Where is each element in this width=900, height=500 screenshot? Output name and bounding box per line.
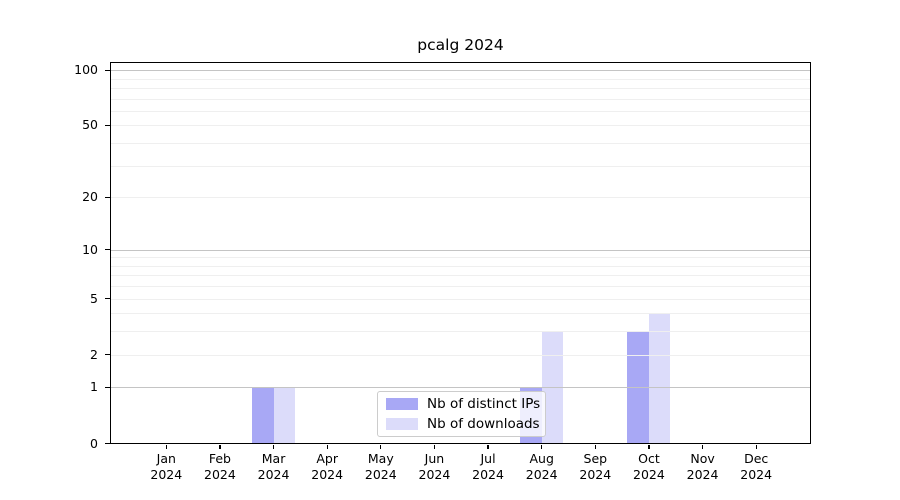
x-tick-label-dec: Dec 2024 (724, 451, 788, 482)
y-tick-mark (104, 354, 110, 356)
x-label-year: 2024 (311, 466, 344, 482)
x-label-month: Nov (690, 451, 715, 466)
y-tick-mark (104, 196, 110, 198)
gridline-minor (111, 298, 810, 300)
x-tick-mark (433, 444, 436, 450)
x-label-month: Oct (638, 451, 660, 466)
y-tick-label-100: 100 (74, 62, 98, 78)
x-label-month: Jan (156, 451, 176, 466)
x-label-month: Aug (529, 451, 554, 466)
x-label-year: 2024 (525, 466, 558, 482)
x-label-year: 2024 (472, 466, 504, 482)
x-label-month: Mar (261, 451, 286, 466)
x-label-year: 2024 (579, 466, 612, 482)
y-tick-label-0: 0 (90, 435, 98, 451)
y-tick-mark (104, 69, 110, 71)
legend-swatch (386, 417, 418, 430)
x-label-month: Dec (744, 451, 769, 466)
gridline-minor (111, 197, 810, 199)
legend-item: Nb of downloads (386, 415, 540, 433)
x-tick-mark (272, 444, 275, 450)
bar-downloads-aug (541, 331, 564, 444)
y-tick-label-5: 5 (90, 290, 98, 306)
gridline-minor (111, 78, 810, 80)
legend-label: Nb of distinct IPs (427, 396, 541, 413)
y-tick-mark (104, 124, 110, 126)
x-label-year: 2024 (686, 466, 719, 482)
x-tick-mark (326, 444, 328, 450)
bar-downloads-mar (273, 387, 295, 444)
x-label-year: 2024 (364, 466, 397, 482)
x-tick-mark (165, 444, 167, 450)
x-tick-label-jan: Jan 2024 (134, 451, 198, 482)
x-tick-label-mar: Mar 2024 (242, 451, 306, 482)
gridline-minor (111, 313, 810, 315)
gridline-major (111, 70, 810, 72)
x-tick-label-apr: Apr 2024 (295, 451, 359, 482)
x-label-year: 2024 (740, 466, 773, 482)
bar-distinct-ips-mar (252, 387, 274, 444)
x-tick-label-jul: Jul 2024 (456, 451, 520, 482)
x-tick-label-oct: Oct 2024 (617, 451, 681, 482)
x-tick-mark (648, 444, 650, 450)
y-tick-label-1: 1 (90, 379, 98, 395)
x-tick-label-may: May 2024 (349, 451, 413, 482)
x-label-month: Jun (424, 451, 445, 466)
x-tick-mark (701, 444, 704, 450)
legend-swatch (386, 398, 418, 411)
gridline-minor (111, 257, 810, 259)
y-tick-mark (104, 442, 110, 445)
x-tick-mark (541, 444, 543, 450)
y-tick-mark (104, 386, 110, 388)
legend: Nb of distinct IPs Nb of downloads (377, 391, 546, 437)
x-label-year: 2024 (204, 466, 236, 482)
gridline-minor (111, 165, 810, 167)
y-tick-label-50: 50 (82, 117, 98, 133)
x-tick-mark (487, 444, 489, 450)
x-tick-mark (755, 444, 757, 450)
gridline-minor (111, 87, 810, 89)
y-tick-label-10: 10 (82, 241, 98, 257)
y-tick-label-20: 20 (82, 189, 98, 205)
gridline-major (111, 387, 810, 389)
y-tick-mark (104, 297, 110, 300)
x-label-year: 2024 (633, 466, 665, 482)
x-label-month: Apr (316, 451, 338, 466)
x-label-month: Jul (480, 451, 496, 466)
x-label-year: 2024 (257, 466, 290, 482)
y-tick-mark (104, 248, 110, 251)
gridline-minor (111, 98, 810, 100)
y-tick-label-2: 2 (90, 346, 98, 362)
x-label-month: Sep (583, 451, 608, 466)
gridline-minor (111, 125, 810, 127)
x-tick-label-aug: Aug 2024 (510, 451, 574, 482)
x-label-year: 2024 (418, 466, 451, 482)
gridline-major (111, 249, 810, 251)
x-tick-mark (594, 444, 596, 450)
x-tick-mark (219, 444, 221, 450)
x-tick-label-sep: Sep 2024 (563, 451, 627, 482)
bar-distinct-ips-oct (627, 331, 649, 444)
legend-item: Nb of distinct IPs (386, 396, 541, 413)
gridline-minor (111, 143, 810, 145)
bar-downloads-oct (648, 313, 671, 444)
gridline-minor (111, 354, 810, 356)
x-label-year: 2024 (150, 466, 183, 482)
x-tick-label-nov: Nov 2024 (671, 451, 735, 482)
x-label-month: May (367, 451, 394, 466)
gridline-minor (111, 110, 810, 112)
x-label-month: Feb (208, 451, 231, 466)
gridline-minor (111, 331, 810, 333)
gridline-minor (111, 286, 810, 288)
gridline-minor (111, 275, 810, 277)
gridline-minor (111, 265, 810, 267)
x-tick-mark (380, 444, 382, 450)
chart-title: pcalg 2024 (417, 36, 504, 54)
x-tick-label-feb: Feb 2024 (188, 451, 252, 482)
x-tick-label-jun: Jun 2024 (402, 451, 466, 482)
legend-label: Nb of downloads (427, 415, 540, 432)
